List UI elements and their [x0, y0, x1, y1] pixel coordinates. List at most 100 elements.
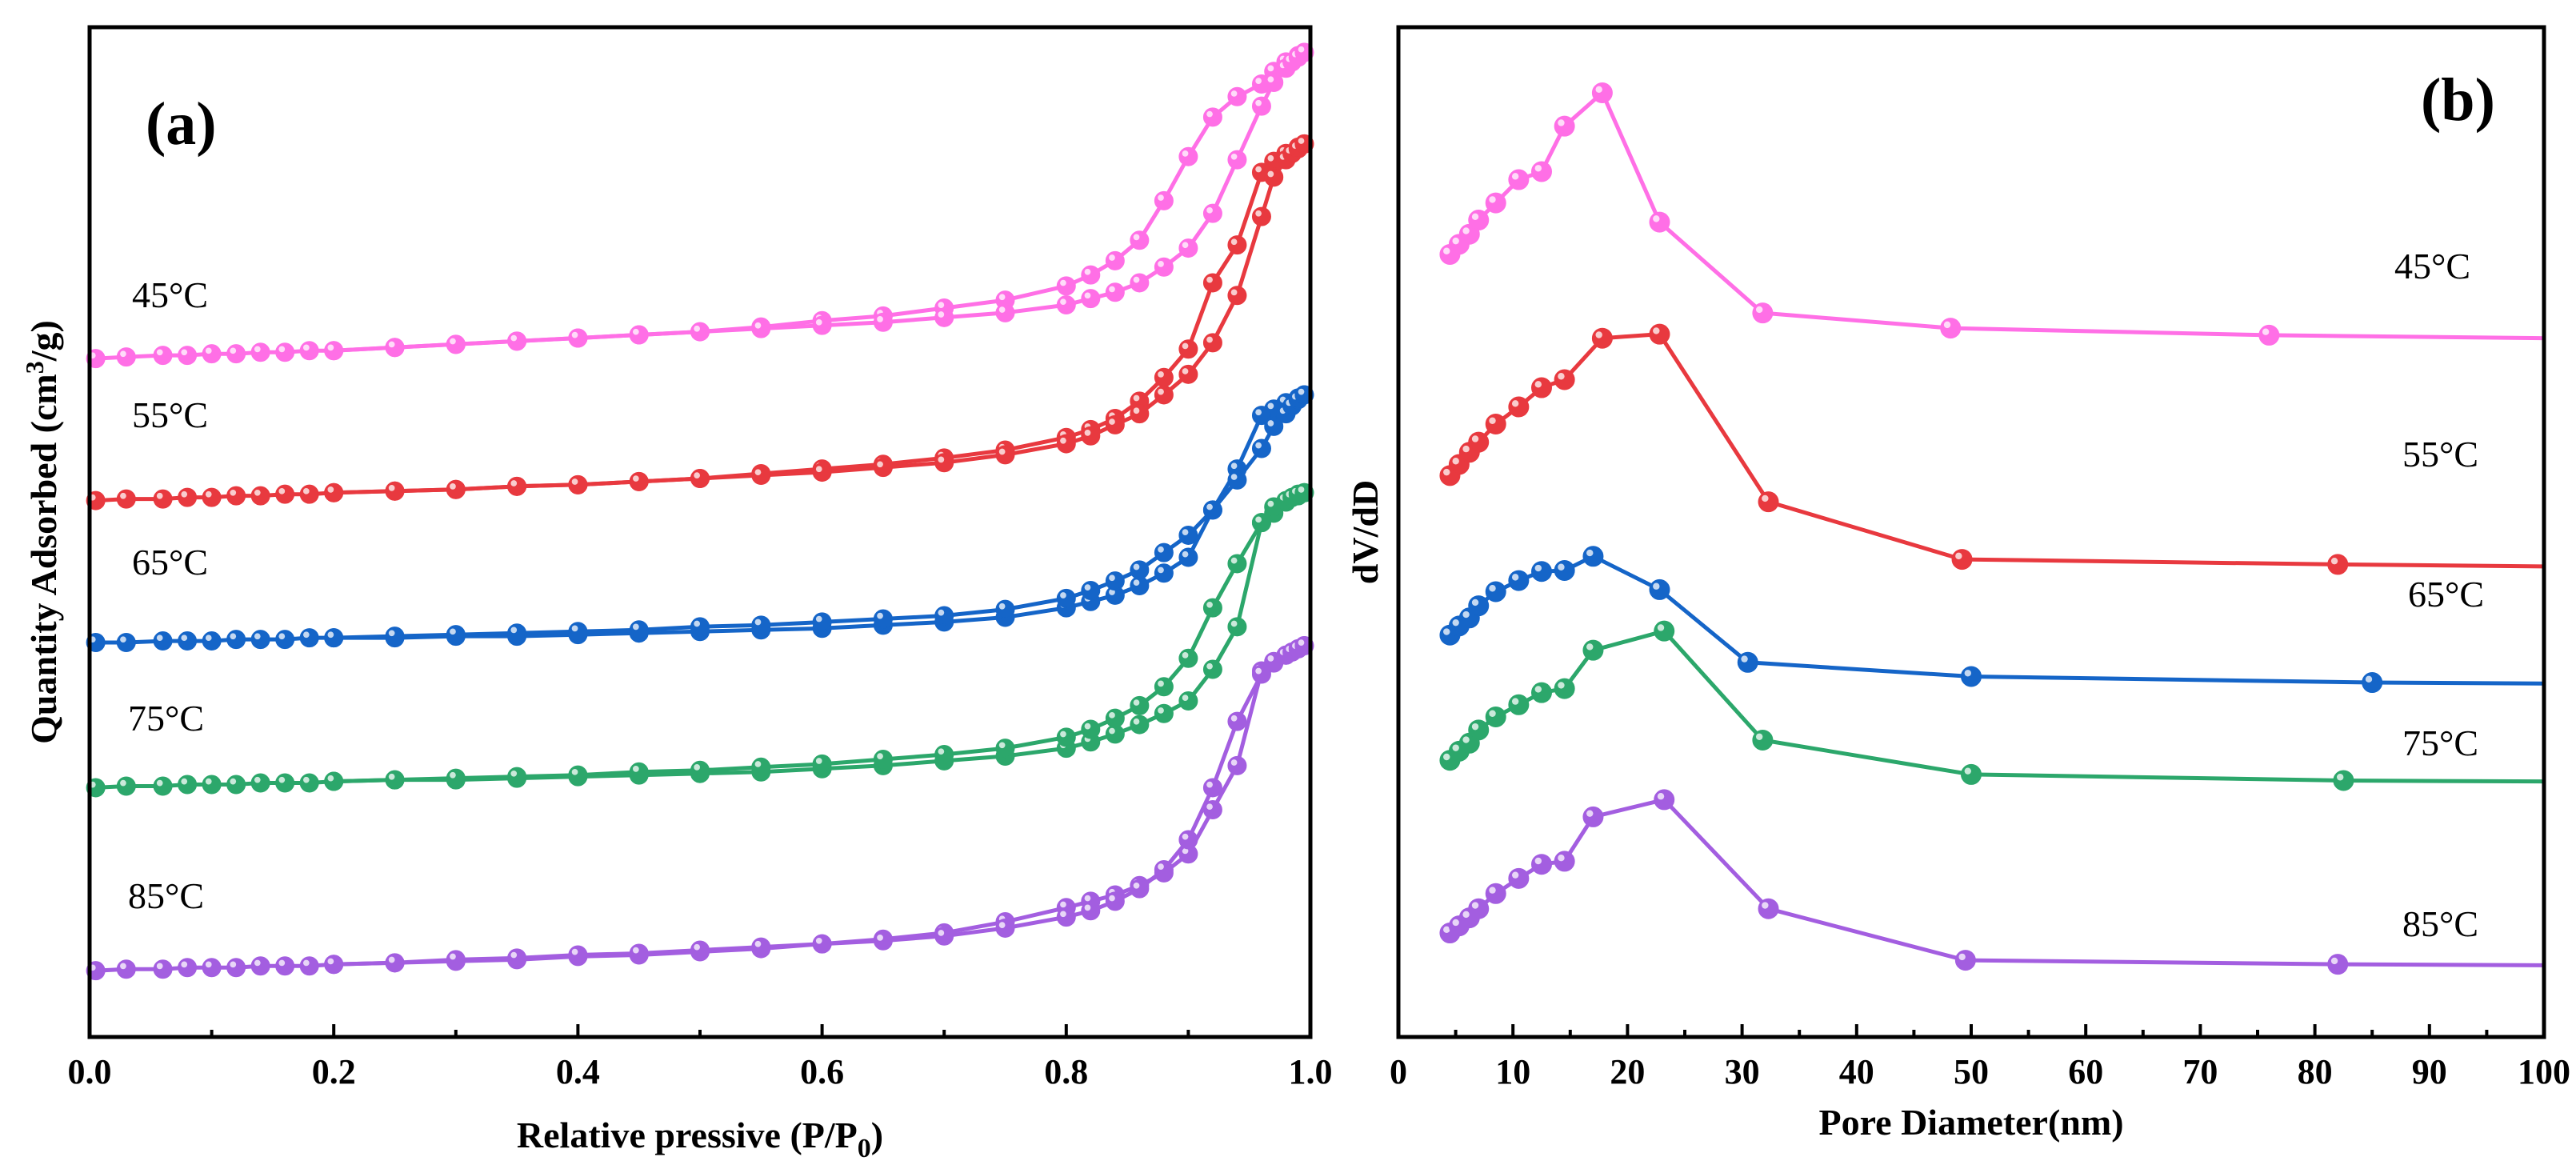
- panel-a-series-65c-adsorption-point-highlight: [1206, 503, 1213, 510]
- panel-b-series-65c-point-highlight: [1471, 599, 1479, 607]
- panel-b-x-tick-label: 20: [1610, 1052, 1645, 1091]
- panel-b-series-85c-point: [1582, 806, 1604, 827]
- panel-a-x-tick-label: 0.4: [556, 1052, 600, 1091]
- panel-a-series-85c-desorption-point-highlight: [1182, 847, 1189, 855]
- panel-b-series-65c: [1439, 546, 2545, 694]
- panel-a-series-65c: [86, 385, 1314, 653]
- panel-a-series-75c-adsorption-point-highlight: [1158, 680, 1164, 687]
- panel-b-series-65c-point: [1649, 578, 1670, 600]
- panel-a-series-45c-adsorption-point: [153, 346, 173, 366]
- panel-a-series-85c-adsorption-point-highlight: [1206, 781, 1213, 788]
- panel-a-series-65c-adsorption-point: [1178, 525, 1198, 545]
- panel-a-series-65c-adsorption-point-highlight: [327, 631, 334, 639]
- panel-a-series-65c-adsorption-point: [507, 623, 527, 643]
- panel-a-series-75c-adsorption-point: [568, 765, 588, 785]
- panel-a-series-65c-adsorption-point-highlight: [278, 633, 286, 640]
- panel-a-series-65c-adsorption-point: [1251, 438, 1271, 458]
- panel-a-series-85c-adsorption-point: [751, 937, 771, 957]
- panel-a-series-85c-adsorption-point-highlight: [694, 943, 701, 951]
- panel-a-series-45c-adsorption-point-highlight: [1255, 99, 1262, 106]
- panel-b-series-55c-point-highlight: [1471, 435, 1479, 442]
- panel-a-series-85c-adsorption-point: [1227, 711, 1247, 731]
- panel-a-series-85c-adsorption-point-highlight: [571, 948, 578, 955]
- panel-b-series-65c-point: [1961, 666, 1982, 687]
- panel-a-isotherm-chart: 0.0 0.2 0.4 0.6 0.8 1.0 (a) 45°C 55°C 65°C 75…: [20, 25, 1333, 1163]
- panel-a-series-55c-adsorption-point-highlight: [1060, 437, 1066, 444]
- panel-a-series-45c-adsorption-point-highlight: [181, 349, 188, 356]
- panel-a-series-55c-adsorption-point: [1130, 404, 1150, 424]
- panel-b-series-65c-point: [1485, 581, 1506, 603]
- panel-b-series-45c-point: [1554, 115, 1575, 137]
- panel-a-series-45c-adsorption-line: [95, 50, 1306, 361]
- panel-b-series-45c-point-highlight: [1595, 86, 1602, 94]
- panel-a-series-65c-adsorption-point: [385, 627, 405, 647]
- panel-a-series-45c-desorption-point-highlight: [1109, 254, 1115, 261]
- panel-a-series-55c-adsorption-point: [385, 481, 405, 501]
- panel-a-series-45c-desorption-point: [1178, 146, 1198, 166]
- panel-b-series-45c-point-highlight: [1534, 165, 1542, 172]
- panel-a-series-85c-adsorption-point-highlight: [1182, 833, 1189, 840]
- panel-a-series-45c-desorption-point: [1130, 230, 1150, 250]
- panel-b-x-tick-label: 30: [1725, 1052, 1760, 1091]
- panel-a-series-65c-adsorption-point-highlight: [1255, 442, 1262, 449]
- panel-a-series-45c-desorption-point-highlight: [1206, 110, 1213, 118]
- panel-a-series-75c-adsorption-point-highlight: [815, 758, 822, 764]
- panel-b-series-55c-point: [1468, 431, 1490, 453]
- panel-a-series-85c-desorption-point-highlight: [1230, 759, 1238, 766]
- panel-a-series-45c-desorption-point-highlight: [1267, 65, 1274, 72]
- panel-a-series-55c-adsorption-point: [1178, 364, 1198, 384]
- panel-b-series-75c-point: [1554, 678, 1575, 699]
- panel-b-series-45c-point-highlight: [1462, 227, 1470, 234]
- panel-a-series-75c-desorption-point: [1105, 724, 1125, 744]
- panel-a-series-75c-adsorption-point-highlight: [1206, 601, 1213, 608]
- panel-a-series-55c-adsorption-point-highlight: [877, 461, 883, 468]
- panel-a-series-85c-adsorption-point-highlight: [156, 963, 163, 970]
- panel-a-series-65c-adsorption-point-highlight: [694, 620, 701, 627]
- panel-b-x-tick-label: 70: [2182, 1052, 2218, 1091]
- panel-a-series-85c-adsorption-point-highlight: [1267, 655, 1274, 662]
- panel-a-series-85c-adsorption-point-highlight: [120, 963, 126, 970]
- panel-a-series-55c-adsorption-point-highlight: [938, 456, 945, 463]
- panel-a-series-85c: [86, 635, 1314, 981]
- panel-a-series-45c-adsorption-point-highlight: [1298, 46, 1305, 53]
- panel-b-series-85c-point: [1468, 898, 1490, 919]
- panel-b-series-55c-line: [1448, 332, 2545, 569]
- panel-a-series-45c-adsorption-point-highlight: [205, 347, 212, 354]
- panel-a-series-75c-adsorption-point: [385, 770, 405, 790]
- panel-a-series-85c-adsorption-point-highlight: [754, 940, 762, 947]
- panel-b-series-55c-point-highlight: [1452, 458, 1459, 465]
- panel-a-series-55c-adsorption-point-highlight: [694, 472, 701, 478]
- panel-a-series-45c-adsorption-point: [178, 346, 198, 366]
- panel-a-series-85c-adsorption-point: [153, 959, 173, 979]
- panel-a-series-85c-adsorption-point: [385, 953, 405, 973]
- panel-a-series-75c-adsorption-point-highlight: [510, 770, 518, 777]
- panel-b-series-45c-point-highlight: [1558, 119, 1565, 126]
- panel-a-series-65c-adsorption-point: [751, 615, 771, 635]
- panel-a-series-75c-desorption-point-highlight: [1230, 620, 1238, 627]
- panel-a-series-55c-desorption-point: [1202, 273, 1222, 293]
- panel-a-series-85c-adsorption-point-highlight: [278, 959, 286, 967]
- panel-b-series-85c-point-highlight: [1462, 911, 1470, 919]
- panel-a-series-45c-adsorption-point: [1227, 150, 1247, 170]
- panel-a-series-45c-adsorption-point-highlight: [1267, 76, 1274, 83]
- panel-a-series-75c-adsorption-point-highlight: [181, 778, 188, 785]
- panel-a-series-55c-desorption-point: [1154, 367, 1174, 387]
- panel-a-series-75c-adsorption-point-highlight: [230, 778, 237, 785]
- panel-a-series-75c-adsorption-point: [1227, 554, 1247, 574]
- panel-b-series-55c-point: [1508, 396, 1530, 418]
- panel-a-series-65c-adsorption-point-highlight: [181, 635, 188, 642]
- panel-a-series-65c-adsorption-point-highlight: [1182, 529, 1189, 535]
- panel-b-series-75c-point-highlight: [1452, 744, 1459, 751]
- panel-a-series-65c-adsorption-point: [226, 630, 246, 650]
- panel-a-series-85c-desorption-point-highlight: [1206, 803, 1213, 811]
- panel-a-series-65c-adsorption-point: [299, 628, 319, 648]
- panel-a-series-65c-adsorption-point-highlight: [571, 625, 578, 632]
- panel-a-series-45c-adsorption-point-highlight: [1084, 292, 1091, 299]
- panel-a-series-65c-adsorption-point: [1105, 571, 1125, 591]
- panel-a-series-45c-adsorption-point: [446, 334, 466, 354]
- panel-b-series-85c-point: [1954, 950, 1976, 971]
- panel-a-series-65c-adsorption-point-highlight: [510, 627, 518, 634]
- panel-a-series-65c-desorption-point-highlight: [1267, 402, 1274, 410]
- panel-b-series-65c-point-highlight: [1534, 564, 1542, 572]
- panel-a-series-75c-adsorption-point-highlight: [254, 776, 261, 783]
